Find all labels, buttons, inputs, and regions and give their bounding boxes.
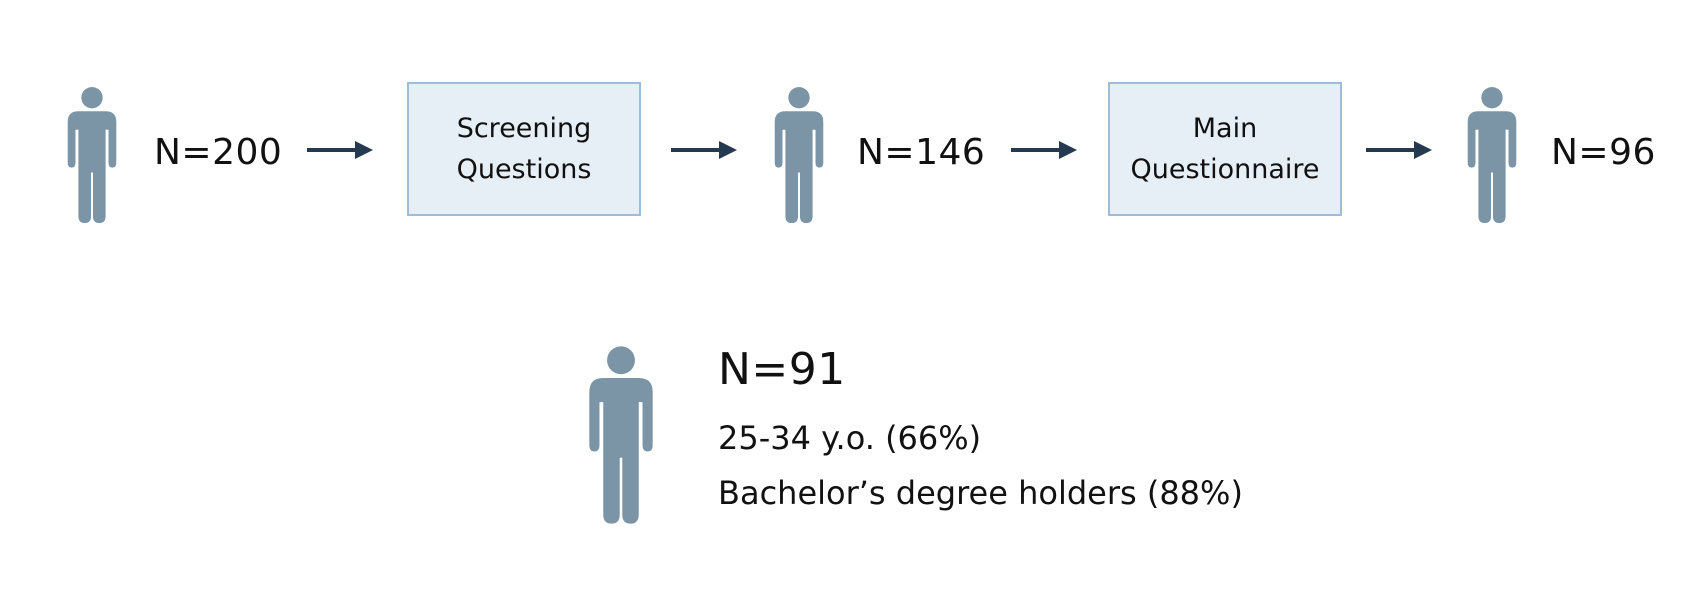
box-label-line: Screening <box>456 113 592 144</box>
person-icon <box>1462 87 1522 223</box>
arrow-right-icon <box>307 140 373 160</box>
arrow-right-icon <box>1366 140 1432 160</box>
age-group-line: 25-34 y.o. (66%) <box>718 419 982 457</box>
box-label-line: Questionnaire <box>1130 154 1320 185</box>
arrow-right-icon <box>1011 140 1077 160</box>
person-icon <box>62 87 122 223</box>
main-questionnaire-box: Main Questionnaire <box>1108 82 1342 216</box>
person-icon <box>769 87 829 223</box>
screening-questions-box: Screening Questions <box>407 82 641 216</box>
arrow-right-icon <box>671 140 737 160</box>
education-line: Bachelor’s degree holders (88%) <box>718 474 1243 512</box>
box-label-line: Questions <box>456 154 592 185</box>
stage-count-completed: N=96 <box>1551 132 1656 173</box>
person-icon <box>583 342 659 528</box>
final-sample-count: N=91 <box>718 344 846 395</box>
box-label-line: Main <box>1192 113 1258 144</box>
stage-count-after-screening: N=146 <box>857 132 986 173</box>
stage-count-initial: N=200 <box>154 132 283 173</box>
